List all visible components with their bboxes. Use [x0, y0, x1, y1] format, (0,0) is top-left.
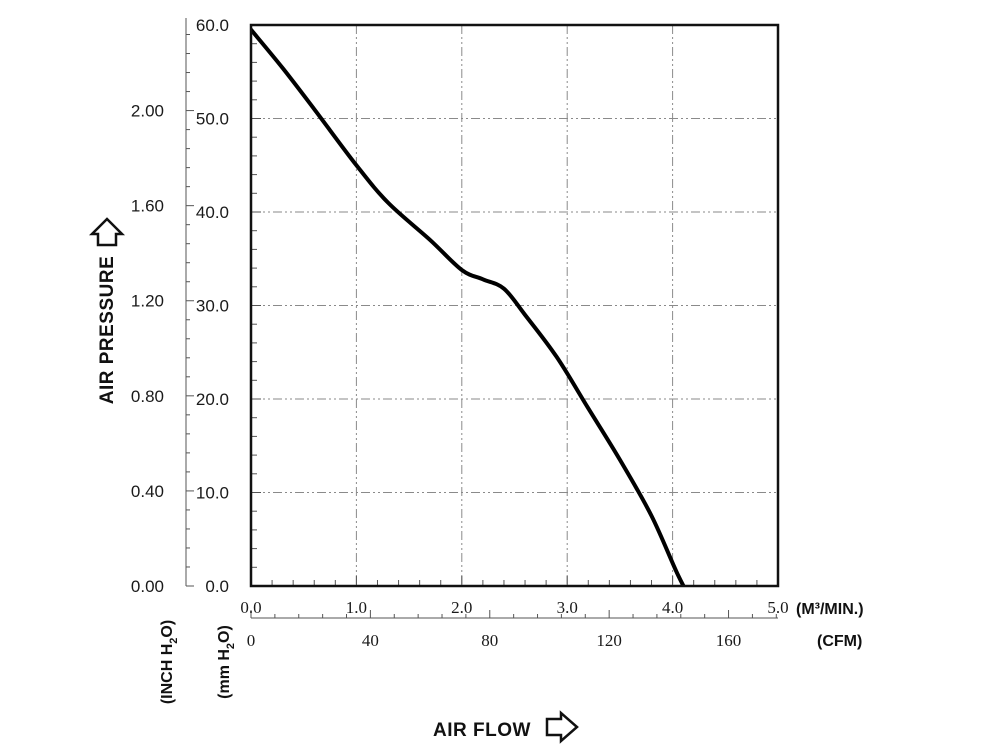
- x-unit-cfm: (CFM): [817, 633, 862, 650]
- y-tick-label-mm: 10.0: [196, 484, 229, 503]
- y-tick-label-mm: 30.0: [196, 297, 229, 316]
- y-tick-label-inch: 1.60: [131, 197, 164, 216]
- y-tick-label-mm: 60.0: [196, 16, 229, 35]
- axis-labels: (M³/MIN.) (CFM) (INCH H2O) (mm H2O) AIR PRES…: [88, 217, 864, 744]
- y-tick-label-inch: 0.80: [131, 387, 164, 406]
- y-tick-label-mm: 50.0: [196, 110, 229, 129]
- arrow-up-icon: [88, 217, 126, 247]
- arrow-right-icon: [545, 710, 579, 744]
- x-tick-label-m3: 5.0: [767, 598, 788, 617]
- x-tick-label-cfm: 160: [716, 631, 742, 650]
- x-tick-label-m3: 4.0: [662, 598, 683, 617]
- y-tick-label-inch: 2.00: [131, 102, 164, 121]
- y-tick-label-inch: 1.20: [131, 292, 164, 311]
- x-tick-label-cfm: 0: [247, 631, 256, 650]
- y-tick-label-mm: 0.0: [205, 577, 229, 596]
- airflow-pressure-curve: [251, 27, 686, 586]
- x-axis-title: AIR FLOW: [433, 720, 531, 741]
- x-tick-label-m3: 0.0: [240, 598, 261, 617]
- svg-text:(INCH H2O): (INCH H2O): [159, 620, 180, 704]
- x-tick-label-cfm: 120: [596, 631, 622, 650]
- x-tick-label-m3: 2.0: [451, 598, 472, 617]
- minor-ticks: [185, 18, 779, 619]
- x-tick-label-m3: 1.0: [346, 598, 367, 617]
- y-tick-label-inch: 0.00: [131, 577, 164, 596]
- svg-text:(mm H2O): (mm H2O): [216, 625, 237, 699]
- plot-frame: [249, 23, 780, 588]
- x-unit-m3min: (M³/MIN.): [796, 601, 864, 618]
- x-tick-label-m3: 3.0: [557, 598, 578, 617]
- y-tick-label-inch: 0.40: [131, 482, 164, 501]
- svg-text:AIR PRESSURE: AIR PRESSURE: [97, 256, 118, 405]
- y-tick-label-mm: 40.0: [196, 203, 229, 222]
- tick-labels: 0.010.020.030.040.050.060.00.000.400.801…: [131, 16, 789, 650]
- x-tick-label-cfm: 40: [362, 631, 379, 650]
- y-unit-inch-h2o: (INCH H2O): [159, 620, 180, 704]
- y-unit-mm-h2o: (mm H2O): [216, 625, 237, 699]
- x-tick-label-cfm: 80: [481, 631, 498, 650]
- y-axis-title: AIR PRESSURE: [97, 256, 118, 405]
- grid-lines: [251, 25, 778, 586]
- y-tick-label-mm: 20.0: [196, 390, 229, 409]
